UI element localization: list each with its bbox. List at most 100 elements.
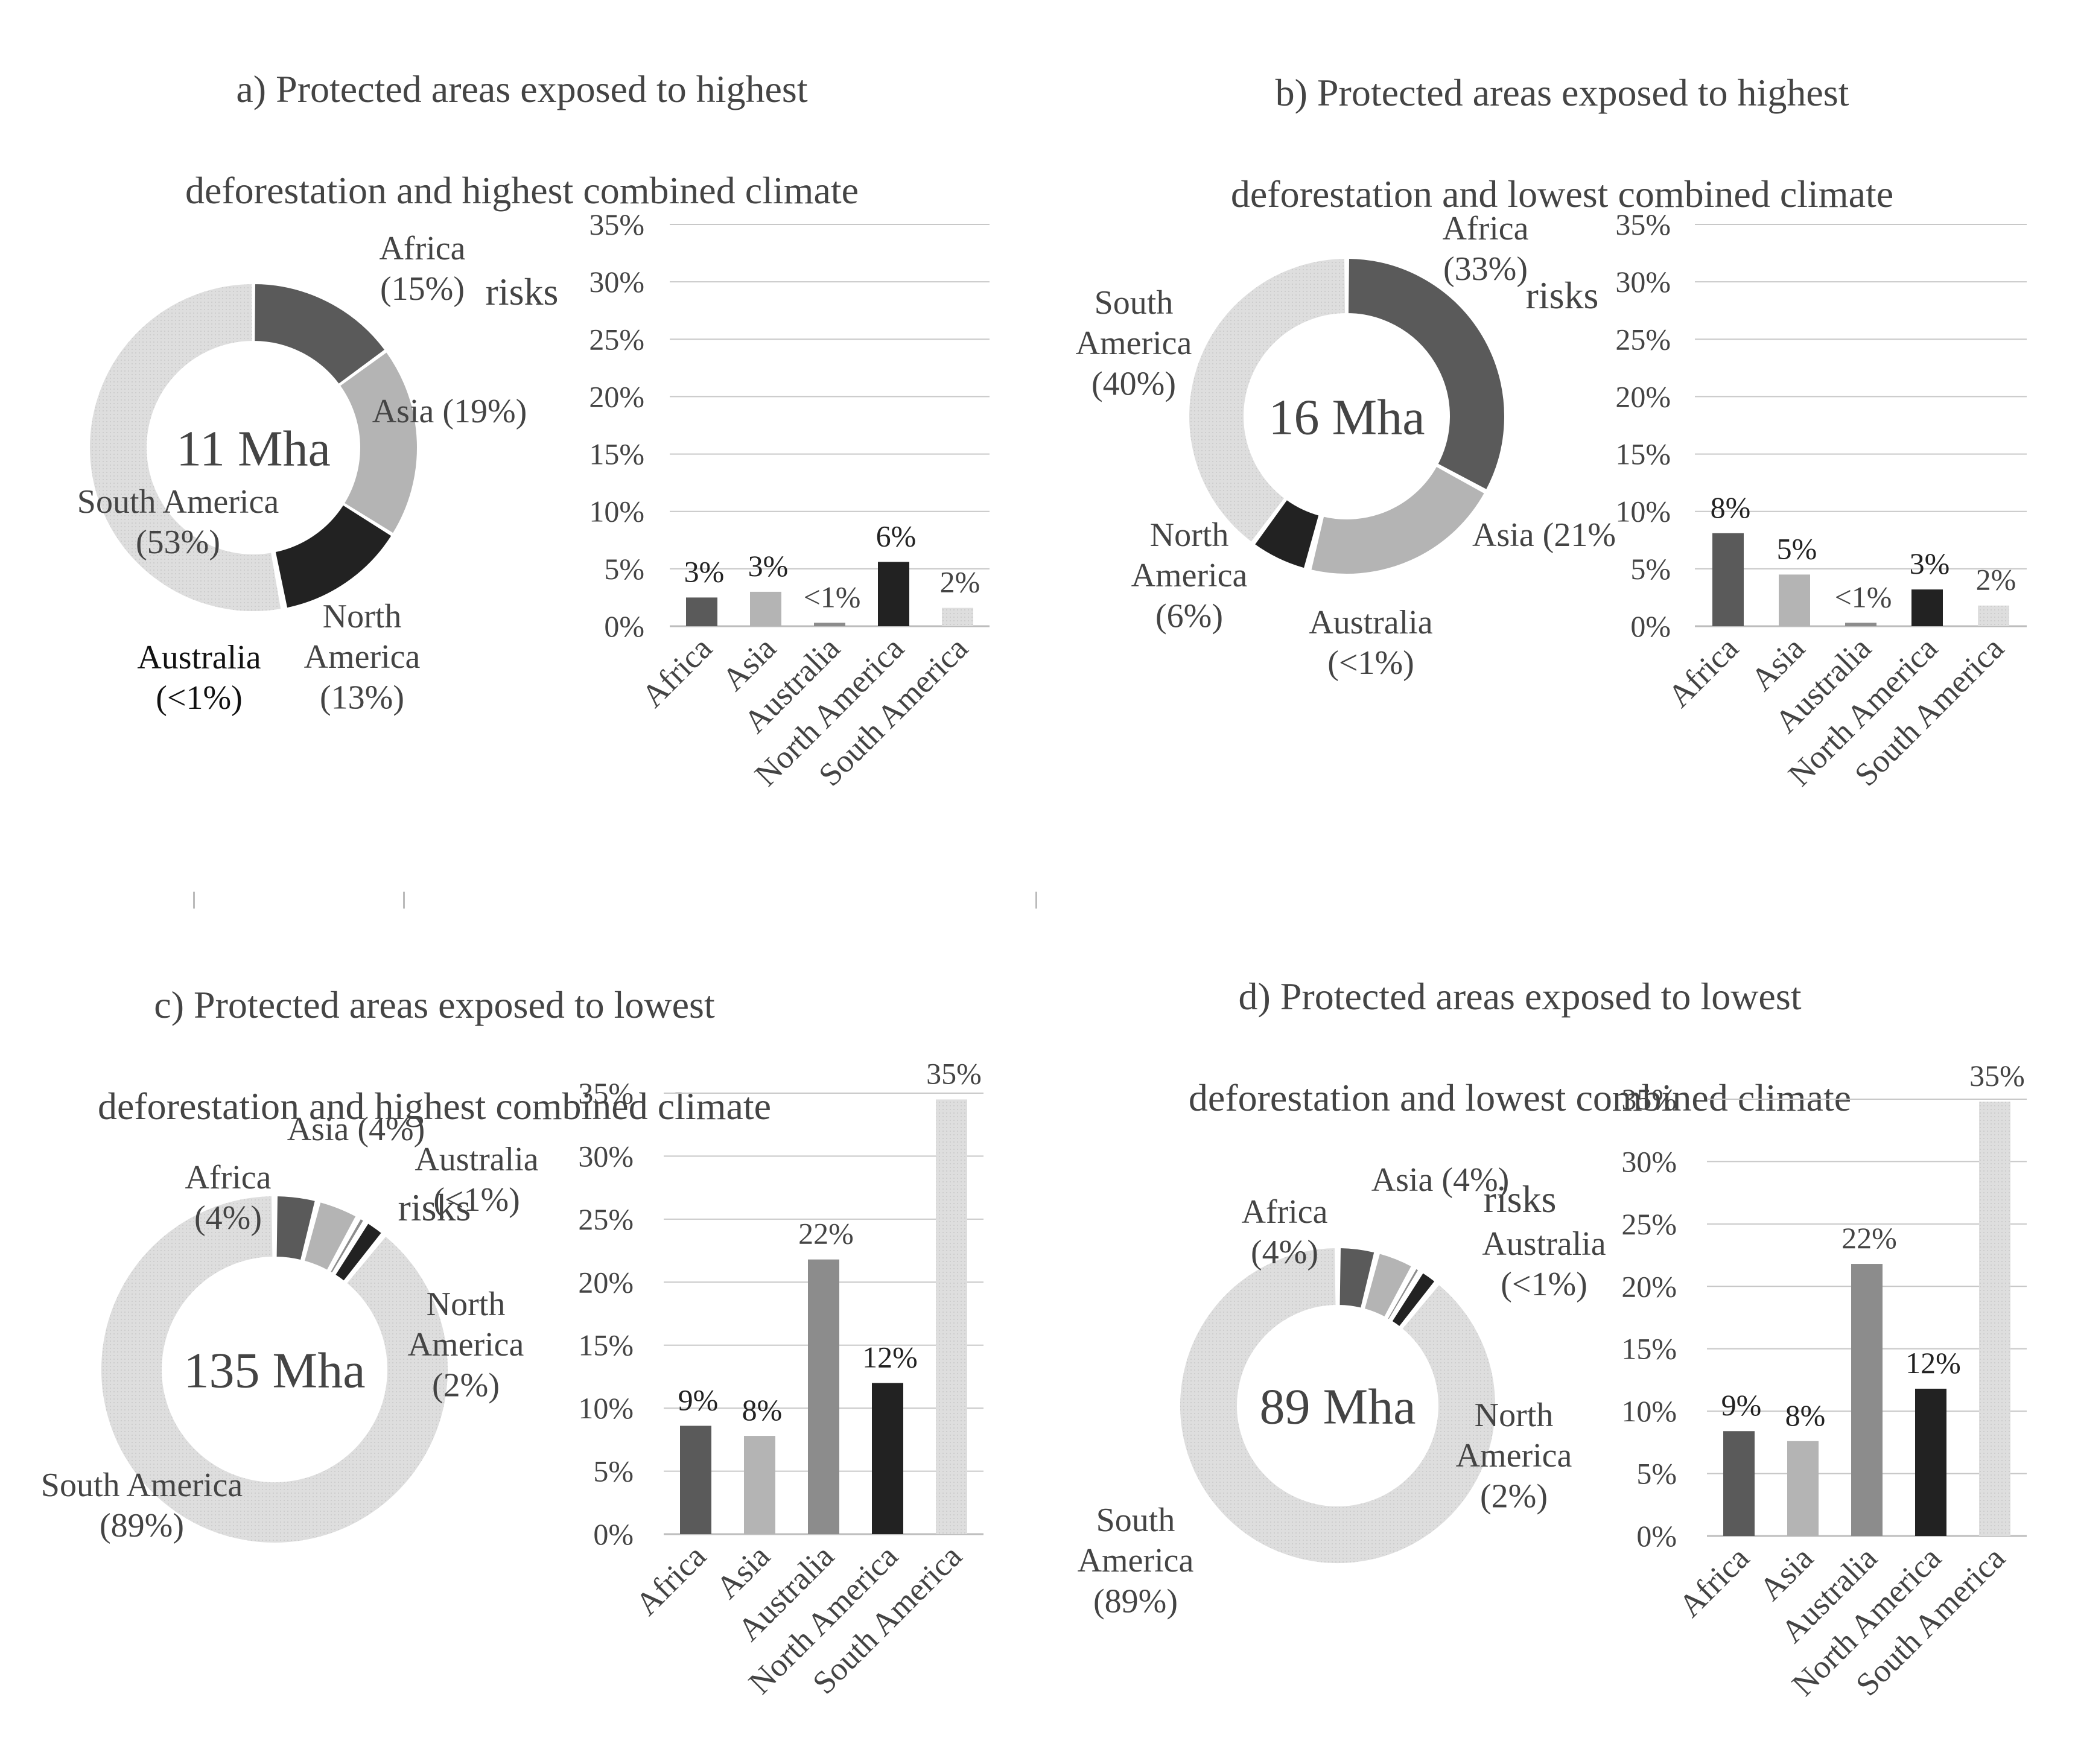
donut-label-australia-line: Australia [415,1141,538,1178]
panel-title-line: d) Protected areas exposed to lowest [1238,975,1802,1018]
bar-data-label: 5% [1777,531,1817,565]
panel-title: b) Protected areas exposed to highest de… [1122,17,2003,372]
bar-data-label: 22% [1841,1221,1897,1255]
panel-title-line: c) Protected areas exposed to lowest [154,983,715,1026]
y-tick-label: 0% [1630,609,1671,643]
donut-label-australia-line: Australia [1309,604,1432,641]
donut-slice-south-america [88,282,282,612]
donut-label-australia-line: (<1%) [1501,1266,1587,1303]
panel-c: c) Protected areas exposed to lowest def… [0,905,1037,1764]
x-tick-label: Africa [635,630,719,714]
donut-slice-south-america [1179,1247,1496,1564]
panel-title-line: risks [398,1186,471,1229]
donut-slice-australia [329,1217,365,1274]
bar-asia [1787,1441,1819,1536]
donut-label-australia: Australia (<1%) [1482,1225,1606,1303]
donut-slice-asia [338,351,418,535]
bar-australia [1851,1264,1883,1536]
donut-center-label: 16 Mha [1269,389,1425,445]
donut-label-africa-line: Africa [185,1159,271,1196]
y-tick-label: 35% [1621,1082,1677,1116]
donut-label-north-america-line: North [1475,1397,1554,1434]
donut-slice-south-america [100,1195,449,1544]
bar-data-label: 9% [678,1383,719,1417]
donut-label-australia: Australia (<1%) [137,639,261,717]
donut-center-label: 135 Mha [184,1342,366,1398]
x-tick-label: Africa [1672,1540,1756,1624]
donut-slice-africa [1338,1247,1376,1309]
bar-asia [744,1436,775,1534]
bar-data-label: 2% [1976,563,2016,597]
donut-label-south-america-line: South [1095,284,1174,322]
bar-south-america [936,1099,967,1534]
bar-north-america [1911,589,1943,626]
donut-label-australia-line: Australia [1482,1225,1606,1263]
donut-label-north-america-line: (2%) [1480,1477,1548,1515]
panel-title-line: a) Protected areas exposed to highest [236,68,808,110]
y-tick-label: 25% [1621,1207,1677,1241]
donut-label-south-america-line: (89%) [1093,1582,1178,1620]
donut-slice-north-america [1253,498,1320,569]
donut-label-asia-line: Asia (4%) [1371,1161,1510,1199]
donut-slice-north-america [334,1222,383,1283]
bar-asia [750,591,781,626]
y-tick-label: 30% [1621,1144,1677,1178]
y-tick-label: 20% [1615,379,1671,413]
donut-label-australia: Australia (<1%) [1309,604,1432,682]
bar-data-label: 2% [940,565,980,599]
separator-mark [403,892,405,909]
donut-center-label: 89 Mha [1260,1379,1416,1435]
bar-south-america [1979,1102,2010,1536]
y-tick-label: 30% [589,265,644,299]
donut-label-north-america: North America (2%) [1456,1397,1572,1515]
bar-data-label: 3% [748,549,789,583]
donut-label-north-america-line: (2%) [432,1366,500,1404]
bar-south-america [942,608,973,626]
donut-label-south-america-line: South [1096,1502,1175,1539]
donut-label-north-america-line: America [408,1326,524,1363]
bar-africa [680,1426,711,1534]
panel-title: a) Protected areas exposed to highest de… [72,13,971,368]
y-tick-label: 5% [604,552,644,586]
donut-label-africa-line: Africa [1241,1193,1327,1231]
panel-title-line: risks [485,270,559,313]
donut-label-north-america: North America (2%) [408,1286,524,1404]
y-tick-label: 35% [589,208,644,241]
donut-label-australia-line: (<1%) [1327,644,1414,682]
donut-label-south-america-line: South America [41,1467,243,1504]
panel-title-line: deforestation and lowest combined climat… [1188,1076,1852,1119]
bar-africa [1723,1431,1755,1536]
bar-data-label: 9% [1721,1388,1762,1422]
donut-label-asia: Asia (19%) [372,393,527,430]
donut-label-africa: Africa (15%) [379,230,465,308]
y-tick-label: 25% [1615,322,1671,356]
donut-slice-asia [1363,1252,1413,1318]
y-tick-label: 30% [578,1139,634,1173]
donut-slice-africa [253,282,386,385]
donut-label-africa: Africa (4%) [1241,1193,1327,1271]
bar-australia [1845,623,1876,626]
bar-data-label: 8% [1711,490,1751,524]
bar-data-label: 35% [1969,1059,2025,1093]
separator-mark [1035,892,1037,909]
donut-label-south-america-line: (53%) [136,524,220,561]
bar-data-label: 12% [1905,1346,1961,1380]
panel-b: b) Protected areas exposed to highest de… [1037,0,2075,881]
donut-label-africa-line: (4%) [1251,1234,1318,1271]
donut-label-australia-line: (<1%) [433,1181,520,1219]
y-tick-label: 25% [589,322,644,356]
donut-center-label: 11 Mha [176,420,331,477]
donut-label-north-america-line: (6%) [1155,597,1223,635]
donut-label-north-america-line: North [323,598,402,635]
donut-label-south-america: South America (89%) [1078,1502,1194,1620]
panel-a: a) Protected areas exposed to highest de… [0,0,1037,881]
bar-data-label: 6% [876,519,917,553]
donut-label-north-america-line: America [304,638,421,676]
bar-north-america [1915,1388,1946,1536]
y-tick-label: 35% [578,1076,634,1110]
y-tick-label: 15% [589,437,644,471]
donut-label-asia: Asia (21% [1472,516,1616,554]
bar-data-label: 3% [1910,547,1950,580]
